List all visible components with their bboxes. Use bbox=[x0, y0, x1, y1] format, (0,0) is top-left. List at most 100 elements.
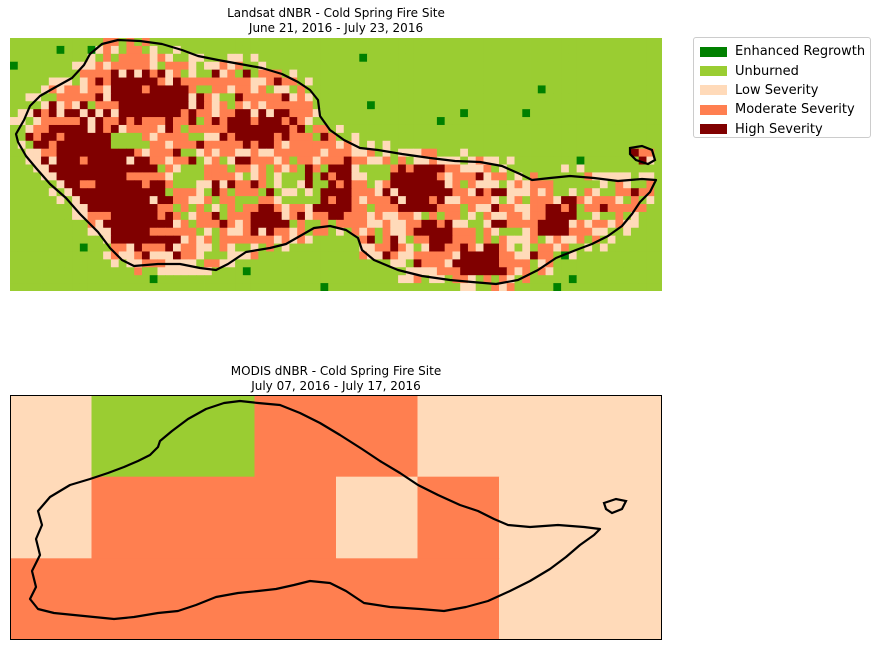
landsat-cell bbox=[173, 140, 182, 150]
landsat-cell bbox=[530, 180, 539, 189]
landsat-cell bbox=[522, 211, 531, 221]
landsat-cell bbox=[630, 283, 640, 291]
landsat-cell bbox=[599, 172, 609, 181]
landsat-cell bbox=[413, 117, 422, 126]
landsat-cell bbox=[382, 69, 391, 78]
landsat-cell bbox=[56, 164, 65, 173]
landsat-cell bbox=[103, 275, 112, 284]
landsat-cell bbox=[630, 172, 640, 181]
landsat-cell bbox=[537, 172, 546, 181]
landsat-cell bbox=[281, 53, 290, 63]
landsat-cell bbox=[615, 148, 624, 157]
landsat-cell bbox=[33, 69, 42, 78]
landsat-cell bbox=[289, 45, 298, 55]
landsat-cell bbox=[126, 38, 135, 47]
landsat-cell bbox=[204, 283, 213, 291]
landsat-cell bbox=[615, 156, 624, 165]
landsat-cell bbox=[33, 53, 42, 63]
landsat-cell bbox=[204, 77, 213, 86]
landsat-cell bbox=[374, 211, 383, 221]
landsat-cell bbox=[141, 188, 151, 197]
landsat-cell bbox=[467, 77, 477, 86]
landsat-cell bbox=[429, 132, 438, 142]
landsat-cell bbox=[553, 156, 562, 165]
landsat-cell bbox=[273, 109, 283, 118]
landsat-cell bbox=[607, 204, 616, 213]
landsat-cell bbox=[95, 85, 104, 94]
landsat-cell bbox=[297, 196, 306, 205]
landsat-cell bbox=[483, 156, 492, 165]
landsat-cell bbox=[227, 227, 236, 237]
landsat-cell bbox=[165, 109, 174, 118]
landsat-cell bbox=[320, 164, 329, 173]
landsat-cell bbox=[273, 251, 283, 260]
landsat-cell bbox=[561, 204, 570, 213]
landsat-cell bbox=[211, 148, 220, 157]
landsat-cell bbox=[413, 211, 422, 221]
landsat-cell bbox=[405, 140, 415, 150]
landsat-cell bbox=[537, 219, 546, 229]
landsat-cell bbox=[227, 275, 236, 284]
landsat-cell bbox=[204, 180, 213, 189]
landsat-cell bbox=[499, 267, 508, 276]
landsat-cell bbox=[561, 38, 570, 47]
landsat-cell bbox=[242, 196, 252, 205]
landsat-cell bbox=[522, 267, 531, 276]
landsat-cell bbox=[429, 172, 438, 181]
landsat-cell bbox=[10, 172, 19, 181]
landsat-cell bbox=[405, 235, 415, 244]
landsat-cell bbox=[429, 267, 438, 276]
landsat-cell bbox=[242, 101, 252, 110]
modis-perimeter-islet bbox=[602, 497, 628, 515]
landsat-cell bbox=[188, 283, 197, 291]
landsat-cell bbox=[266, 267, 275, 276]
landsat-cell bbox=[219, 45, 228, 55]
landsat-cell bbox=[545, 77, 554, 86]
landsat-cell bbox=[173, 180, 182, 189]
landsat-cell bbox=[64, 267, 73, 276]
landsat-cell bbox=[126, 283, 135, 291]
modis-cell bbox=[336, 476, 418, 559]
landsat-cell bbox=[328, 93, 337, 102]
landsat-cell bbox=[281, 101, 290, 110]
landsat-cell bbox=[499, 251, 508, 260]
landsat-cell bbox=[444, 235, 453, 244]
landsat-cell bbox=[33, 38, 42, 47]
landsat-cell bbox=[87, 227, 96, 237]
landsat-cell bbox=[467, 93, 477, 102]
landsat-cell bbox=[506, 109, 515, 118]
landsat-cell bbox=[328, 211, 337, 221]
landsat-cell bbox=[630, 69, 640, 78]
landsat-cell bbox=[382, 45, 391, 55]
landsat-cell bbox=[429, 259, 438, 268]
landsat-cell bbox=[266, 196, 275, 205]
landsat-cell bbox=[103, 77, 112, 86]
landsat-cell bbox=[460, 235, 469, 244]
landsat-cell bbox=[235, 61, 244, 71]
landsat-cell bbox=[79, 196, 89, 205]
landsat-cell bbox=[79, 188, 89, 197]
landsat-cell bbox=[157, 227, 166, 237]
landsat-cell bbox=[297, 61, 306, 71]
landsat-cell bbox=[110, 235, 120, 244]
landsat-cell bbox=[17, 45, 26, 55]
landsat-cell bbox=[514, 164, 523, 173]
landsat-cell bbox=[336, 219, 345, 229]
landsat-cell bbox=[343, 109, 352, 118]
landsat-cell bbox=[359, 109, 368, 118]
landsat-cell bbox=[537, 227, 546, 237]
landsat-cell bbox=[10, 259, 19, 268]
landsat-cell bbox=[48, 275, 57, 284]
landsat-cell bbox=[576, 283, 585, 291]
landsat-cell bbox=[545, 211, 554, 221]
landsat-cell bbox=[134, 117, 143, 126]
landsat-cell bbox=[452, 61, 461, 71]
landsat-cell bbox=[149, 117, 158, 126]
landsat-cell bbox=[530, 109, 539, 118]
landsat-cell bbox=[141, 69, 151, 78]
landsat-cell bbox=[289, 243, 298, 252]
landsat-cell bbox=[553, 61, 562, 71]
landsat-cell bbox=[638, 109, 647, 118]
landsat-cell bbox=[421, 93, 430, 102]
landsat-cell bbox=[553, 93, 562, 102]
